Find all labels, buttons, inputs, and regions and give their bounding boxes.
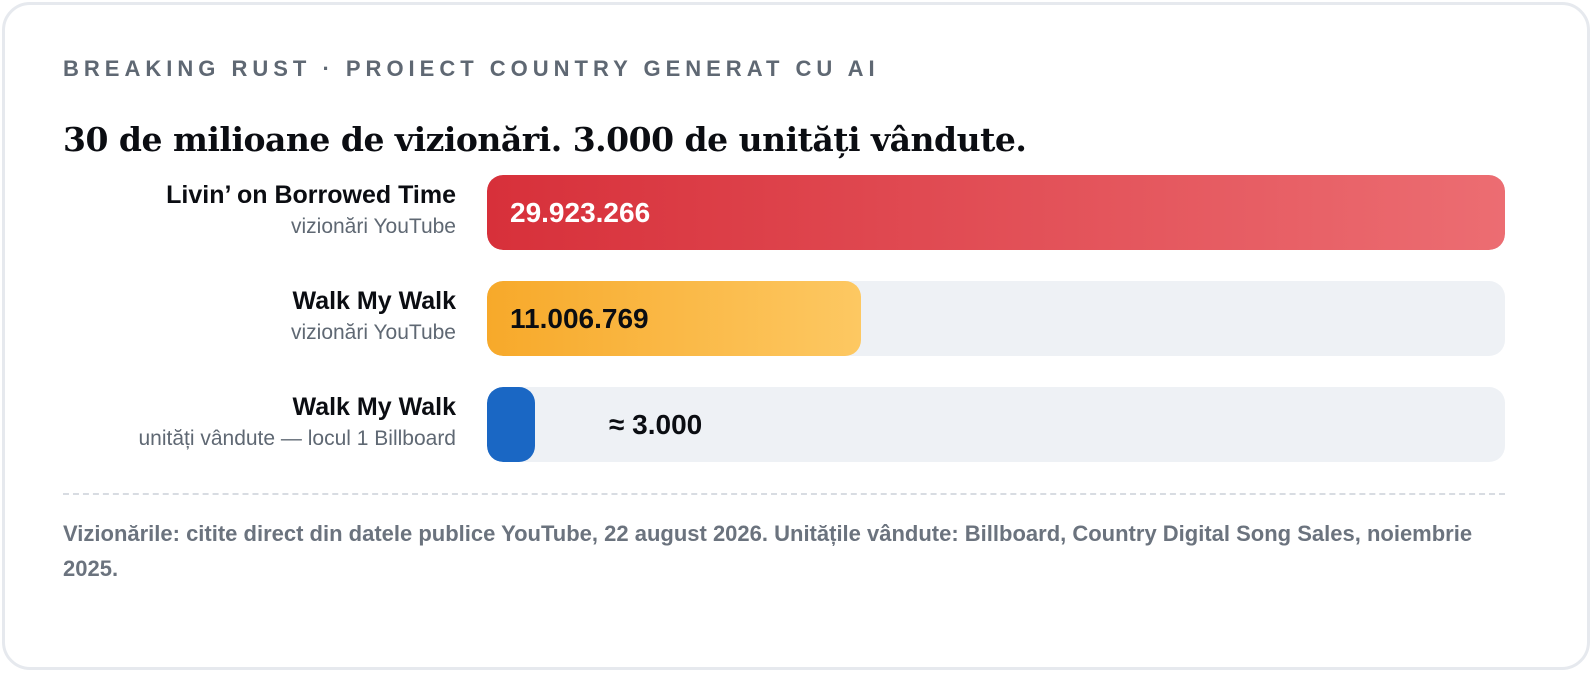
bar-label-1: Walk My Walk vizionări YouTube <box>291 285 456 349</box>
bar-value-label-2: ≈ 3.000 <box>609 409 703 440</box>
bar-2 <box>487 387 535 462</box>
chart-eyebrow: BREAKING RUST · PROIECT COUNTRY GENERAT … <box>63 56 880 81</box>
bar-track-1: 11.006.769 <box>487 281 1505 356</box>
divider <box>63 493 1505 495</box>
bar-1 <box>487 281 862 356</box>
bar-label-2: Walk My Walk unități vândute — locul 1 Bi… <box>138 391 456 455</box>
bar-track-2: ≈ 3.000 <box>487 387 1505 462</box>
bar-metric-label: vizionări YouTube <box>290 321 456 344</box>
source-footnote: Vizionările: citite direct din datele pu… <box>63 521 1473 581</box>
bar-value-label-1: 11.006.769 <box>510 303 649 334</box>
bar-label-0: Livin’ on Borrowed Time vizionări YouTube <box>166 179 456 243</box>
bar-category-label: Walk My Walk <box>292 287 456 315</box>
bar-0 <box>487 175 1505 250</box>
bar-category-label: Livin’ on Borrowed Time <box>166 181 456 209</box>
bar-metric-label: vizionări YouTube <box>290 215 456 238</box>
bar-track-0: 29.923.266 <box>487 175 1505 250</box>
bar-metric-label: unități vândute — locul 1 Billboard <box>138 427 456 450</box>
chart-title: 30 de milioane de vizionări. 3.000 de un… <box>63 120 1027 159</box>
bar-value-label-0: 29.923.266 <box>510 197 651 228</box>
bar-category-label: Walk My Walk <box>292 393 456 421</box>
